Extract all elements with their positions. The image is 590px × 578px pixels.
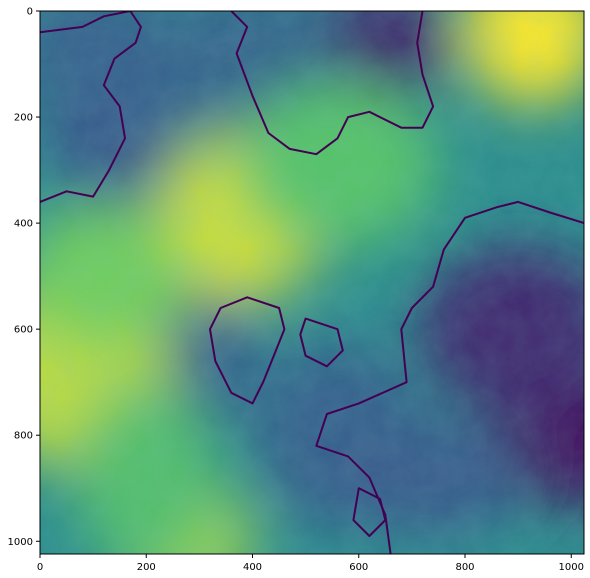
- contour-line: [40, 11, 142, 203]
- y-tick-label: 600: [14, 325, 33, 336]
- y-tick-label: 1000: [8, 537, 33, 548]
- y-tick-label: 800: [14, 431, 33, 442]
- contour-line: [230, 11, 435, 156]
- x-tick-label: 800: [455, 562, 474, 573]
- y-tick-label: 0: [27, 7, 33, 18]
- x-tick-label: 0: [37, 562, 43, 573]
- contour-line: [299, 317, 344, 368]
- contour-line: [315, 200, 584, 554]
- x-tick-label: 600: [349, 562, 368, 573]
- y-tick-label: 400: [14, 219, 33, 230]
- x-tick-label: 200: [137, 562, 156, 573]
- x-tick-label: 1000: [559, 562, 584, 573]
- contour-line: [352, 487, 387, 537]
- contour-line: [209, 296, 286, 405]
- plot-frame: [39, 10, 585, 555]
- x-tick-label: 400: [243, 562, 262, 573]
- x-axis: 0 200 400 600 800 1000: [37, 554, 584, 573]
- y-tick-label: 200: [14, 113, 33, 124]
- y-axis: 0 200 400 600 800 1000: [8, 7, 40, 548]
